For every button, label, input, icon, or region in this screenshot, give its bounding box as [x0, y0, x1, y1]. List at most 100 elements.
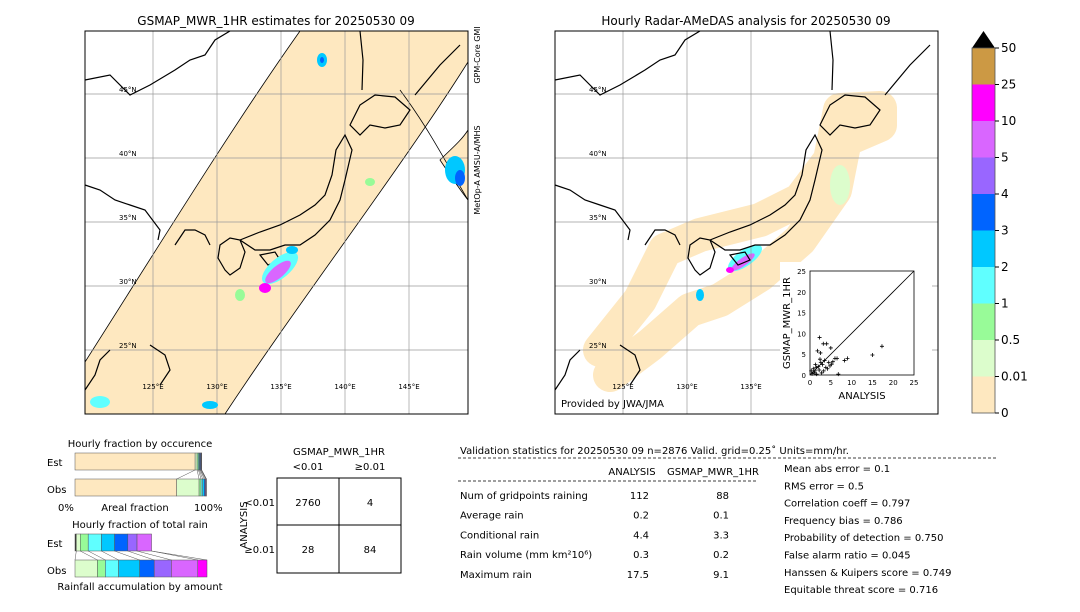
contingency-table: GSMAP_MWR_1HR <0.01 ≥0.01 2760 4 28 84 <… — [239, 447, 402, 574]
stats-col-gsmap: GSMAP_MWR_1HR — [667, 467, 759, 478]
colorbar-tick: 3 — [1001, 224, 1009, 238]
scatter-point — [821, 368, 826, 373]
scatter-xlabel: ANALYSIS — [838, 391, 885, 402]
scatter-point — [817, 335, 822, 340]
scatter-point — [809, 368, 814, 373]
fraction-bar-segment — [171, 559, 199, 578]
ct-row-1: ≥0.01 — [244, 545, 275, 556]
scatter-point — [820, 362, 825, 367]
scatter-x-tick: 25 — [910, 379, 919, 387]
fraction-bar-segment — [198, 478, 202, 497]
fraction-bar-segment — [127, 533, 138, 552]
stat-label: Rain volume (mm km²10⁶) — [460, 550, 592, 561]
coastline — [554, 184, 631, 241]
scatter-x-tick: 10 — [847, 379, 856, 387]
scatter-point — [822, 358, 827, 363]
stat-label: Conditional rain — [460, 530, 539, 541]
scatter-x-tick: 20 — [889, 379, 898, 387]
lat-label: 45°N — [119, 86, 137, 94]
fraction-bar-segment — [80, 533, 89, 552]
colorbar-segment — [972, 303, 995, 340]
occ-est-label: Est — [47, 458, 63, 469]
ct-cell: 28 — [302, 545, 315, 556]
scatter-point — [835, 356, 840, 361]
sensor-label-gmi: GPM-Core GMI — [473, 26, 482, 83]
fraction-bar-segment — [74, 559, 98, 578]
stat-label: Average rain — [460, 511, 524, 522]
coastline — [349, 94, 411, 136]
right-map-title: Hourly Radar-AMeDAS analysis for 2025053… — [601, 14, 890, 28]
scatter-ylabel: GSMAP_MWR_1HR — [782, 277, 793, 369]
stat-gsmap-value: 0.1 — [713, 511, 729, 522]
stat-analysis-value: 4.4 — [633, 530, 649, 541]
lat-label: 30°N — [119, 278, 137, 286]
scatter-x-tick: 5 — [829, 379, 833, 387]
coastline — [644, 229, 681, 246]
colorbar-tick: 0.01 — [1001, 370, 1028, 384]
scatter-point — [810, 371, 815, 376]
ct-row-0: <0.01 — [244, 498, 275, 509]
scatter-point — [826, 360, 831, 365]
colorbar-tick: 5 — [1001, 151, 1009, 165]
score-line: False alarm ratio = 0.045 — [784, 551, 911, 562]
score-line: Hanssen & Kuipers score = 0.749 — [784, 568, 951, 579]
scatter-point — [821, 341, 826, 346]
scatter-point — [842, 358, 847, 363]
scatter-point — [811, 366, 816, 371]
lat-label: 45°N — [589, 86, 607, 94]
rain-fraction-title: Hourly fraction of total rain — [72, 520, 208, 531]
fraction-bar-segment — [153, 559, 172, 578]
scatter-point — [819, 370, 824, 375]
colorbar-tick: 2 — [1001, 260, 1009, 274]
score-line: Mean abs error = 0.1 — [784, 464, 890, 475]
colorbar-tick: 50 — [1001, 41, 1016, 55]
colorbar-segment — [972, 194, 995, 231]
analysis-domain — [583, 91, 897, 392]
coastline — [829, 30, 834, 91]
scatter-point — [818, 360, 823, 365]
colorbar: 0 0.01 0.5 1 2 3 4 5 10 25 50 — [971, 31, 1028, 420]
scatter-point — [830, 359, 835, 364]
left-map-title: GSMAP_MWR_1HR estimates for 20250530 09 — [137, 14, 414, 28]
score-line: Frequency bias = 0.786 — [784, 516, 903, 527]
coastline — [708, 133, 823, 251]
score-line: Probability of detection = 0.750 — [784, 533, 943, 544]
colorbar-segment — [972, 267, 995, 304]
colorbar-segment — [972, 230, 995, 267]
coastline — [149, 344, 171, 386]
stat-analysis-value: 112 — [630, 491, 649, 502]
rf-est-label: Est — [47, 539, 63, 550]
scatter-inset: 00 5 5 10 10 15 15 20 20 25 25 ANALYSIS GSMAP_MWR_… — [780, 262, 932, 402]
lon-label: 125°E — [142, 383, 163, 391]
coastline — [728, 251, 751, 266]
rf-xlabel: Rainfall accumulation by amount — [57, 582, 222, 593]
ct-cell: 84 — [364, 545, 377, 556]
coastline — [84, 30, 231, 96]
stat-label: Maximum rain — [460, 570, 532, 581]
scatter-point — [812, 370, 817, 375]
coastline — [554, 349, 581, 391]
coastline — [359, 30, 364, 91]
scatter-x-tick: 0 — [808, 379, 812, 387]
ct-cell: 2760 — [295, 498, 320, 509]
ct-col-0: <0.01 — [293, 462, 324, 473]
stats-header: Validation statistics for 20250530 09 n=… — [460, 445, 849, 457]
scatter-point — [828, 345, 833, 350]
lat-label: 25°N — [589, 342, 607, 350]
scatter-y-tick: 5 — [802, 351, 806, 359]
scatter-y-tick: 0 — [802, 372, 806, 380]
lat-label: 30°N — [589, 278, 607, 286]
ct-cell: 4 — [367, 498, 373, 509]
score-line: Equitable threat score = 0.716 — [784, 585, 938, 596]
scatter-point — [818, 350, 823, 355]
fraction-bar-segment — [74, 478, 177, 497]
lat-label: 25°N — [119, 342, 137, 350]
stat-gsmap-value: 3.3 — [713, 530, 729, 541]
fraction-bar-segment — [101, 533, 115, 552]
fraction-bar-segment — [197, 559, 208, 578]
colorbar-segment — [972, 48, 995, 85]
colorbar-extend-arrow — [972, 31, 995, 48]
stat-gsmap-value: 88 — [716, 491, 729, 502]
score-line: RMS error = 0.5 — [784, 481, 864, 492]
